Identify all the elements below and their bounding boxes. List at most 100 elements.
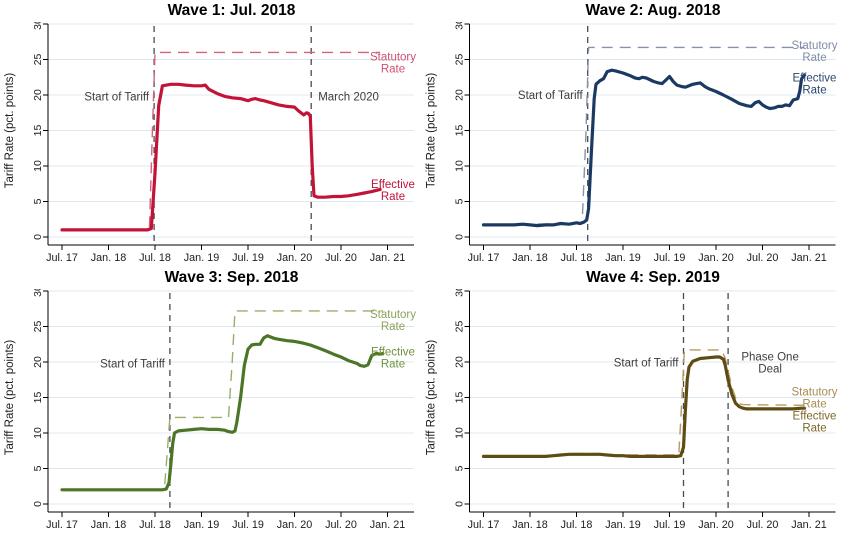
statutory-rate-line	[62, 310, 383, 491]
y-tick-label: 5	[32, 198, 44, 204]
wave1-plot: 0 5 10 15 20 25 30 Jul. 17 Jan. 18 Jul. 18 Jan. 19…	[4, 22, 416, 264]
x-tick-label: Jul. 17	[468, 519, 500, 531]
y-tick-label: 10	[32, 427, 44, 439]
statutory-rate-label: Statutory	[791, 387, 837, 399]
y-tick-label: 30	[32, 289, 44, 297]
y-tick-label: 25	[32, 321, 44, 333]
effective-rate-line	[481, 68, 806, 228]
x-tick-label: Jan. 21	[791, 519, 826, 531]
x-tick-label: Jul. 18	[139, 519, 171, 531]
wave1-panel: Wave 1: Jul. 2018 0 5 10 15 20 25 30 Jul. 17 Jan…	[0, 0, 421, 267]
statutory-rate-label: Rate	[802, 399, 826, 411]
y-tick-label: 5	[32, 465, 44, 471]
effective-rate-label: Rate	[802, 85, 826, 97]
x-tick-label: Jan. 19	[184, 519, 219, 531]
x-tick-label: Jul. 20	[747, 519, 779, 531]
x-tick-label: Jan. 18	[512, 252, 547, 264]
effective-rate-line	[481, 355, 806, 458]
y-tick-label: 20	[454, 356, 466, 368]
y-tick-label: 0	[32, 501, 44, 507]
y-tick-label: 15	[32, 125, 44, 137]
effective-rate-line	[60, 82, 382, 232]
y-tick-label: 20	[454, 89, 466, 101]
wave2-plot: 0 5 10 15 20 25 30 Jul. 17 Jan. 18 Jul. 18 Jan. 19…	[426, 22, 838, 264]
y-tick-label: 30	[454, 22, 466, 30]
effective-rate-label: Rate	[381, 191, 405, 203]
x-tick-label: Jul. 19	[232, 519, 264, 531]
event-annotation: Start of Tariff	[100, 358, 166, 370]
y-tick-label: 25	[454, 321, 466, 333]
y-tick-label: 20	[32, 89, 44, 101]
x-tick-label: Jan. 18	[512, 519, 547, 531]
y-tick-label: 10	[454, 160, 466, 172]
statutory-rate-label: Statutory	[791, 40, 837, 52]
statutory-rate-label: Rate	[381, 321, 405, 333]
x-tick-label: Jul. 20	[747, 252, 779, 264]
x-tick-label: Jul. 20	[325, 519, 357, 531]
x-tick-label: Jul. 17	[46, 519, 78, 531]
y-tick-label: 20	[32, 356, 44, 368]
wave2-title: Wave 2: Aug. 2018	[585, 2, 721, 19]
statutory-rate-label: Rate	[381, 63, 405, 75]
x-tick-label: Jan. 18	[91, 252, 126, 264]
statutory-rate-line	[62, 51, 381, 231]
wave4-panel: Wave 4: Sep. 2019 0 5 10 15 20 25 30 Jul. 17 Jan…	[421, 267, 843, 534]
y-tick-label: 0	[454, 234, 466, 240]
x-tick-label: Jul. 19	[654, 519, 686, 531]
x-tick-label: Jul. 18	[561, 519, 593, 531]
wave1-title: Wave 1: Jul. 2018	[167, 2, 296, 19]
x-tick-label: Jul. 17	[468, 252, 500, 264]
x-tick-label: Jan. 20	[698, 519, 733, 531]
y-tick-label: 15	[454, 392, 466, 404]
x-tick-label: Jul. 20	[325, 252, 357, 264]
effective-rate-line	[60, 334, 385, 492]
event-annotation: Start of Tariff	[518, 90, 584, 102]
statutory-rate-line	[483, 46, 805, 226]
effective-rate-label: Effective	[793, 73, 837, 85]
y-axis-title: Tariff Rate (pct. points)	[4, 73, 16, 189]
y-tick-label: 0	[454, 501, 466, 507]
wave4-plot: 0 5 10 15 20 25 30 Jul. 17 Jan. 18 Jul. 18 Jan. 19…	[426, 289, 838, 531]
event-annotation: Phase One	[741, 352, 799, 364]
x-tick-label: Jul. 17	[46, 252, 78, 264]
effective-rate-label: Effective	[793, 411, 837, 423]
x-tick-label: Jan. 19	[184, 252, 219, 264]
wave3-title: Wave 3: Sep. 2018	[164, 269, 299, 286]
y-tick-label: 30	[32, 22, 44, 30]
effective-rate-label: Effective	[371, 347, 415, 359]
effective-rate-label: Effective	[371, 179, 415, 191]
x-tick-label: Jul. 18	[139, 252, 171, 264]
wave4-title: Wave 4: Sep. 2019	[586, 269, 720, 286]
x-tick-label: Jan. 20	[277, 252, 312, 264]
statutory-rate-label: Rate	[802, 52, 826, 64]
effective-rate-label: Rate	[381, 359, 405, 371]
statutory-rate-label: Statutory	[370, 309, 416, 321]
x-tick-label: Jan. 19	[605, 519, 640, 531]
x-tick-label: Jul. 18	[561, 252, 593, 264]
wave3-panel: Wave 3: Sep. 2018 0 5 10 15 20 25 30 Jul. 17 Jan…	[0, 267, 421, 534]
x-tick-label: Jan. 19	[605, 252, 640, 264]
wave3-plot: 0 5 10 15 20 25 30 Jul. 17 Jan. 18 Jul. 18 Jan. 19…	[4, 289, 416, 531]
x-tick-label: Jan. 21	[370, 519, 405, 531]
y-tick-label: 25	[454, 54, 466, 66]
y-axis-title: Tariff Rate (pct. points)	[4, 340, 16, 456]
y-tick-label: 25	[32, 54, 44, 66]
y-tick-label: 5	[454, 198, 466, 204]
y-tick-label: 0	[32, 234, 44, 240]
y-tick-label: 10	[454, 427, 466, 439]
wave2-panel: Wave 2: Aug. 2018 0 5 10 15 20 25 30 Jul. 17 Jan…	[421, 0, 843, 267]
event-annotation: March 2020	[318, 91, 379, 103]
y-tick-label: 5	[454, 465, 466, 471]
statutory-rate-label: Statutory	[370, 51, 416, 63]
x-tick-label: Jul. 19	[232, 252, 264, 264]
y-axis-title: Tariff Rate (pct. points)	[426, 340, 438, 456]
event-annotation: Deal	[758, 364, 782, 376]
x-tick-label: Jan. 20	[277, 519, 312, 531]
effective-rate-label: Rate	[802, 423, 826, 435]
y-tick-label: 15	[32, 392, 44, 404]
y-axis-title: Tariff Rate (pct. points)	[426, 73, 438, 189]
x-tick-label: Jul. 19	[654, 252, 686, 264]
x-tick-label: Jan. 21	[370, 252, 405, 264]
y-tick-label: 10	[32, 160, 44, 172]
